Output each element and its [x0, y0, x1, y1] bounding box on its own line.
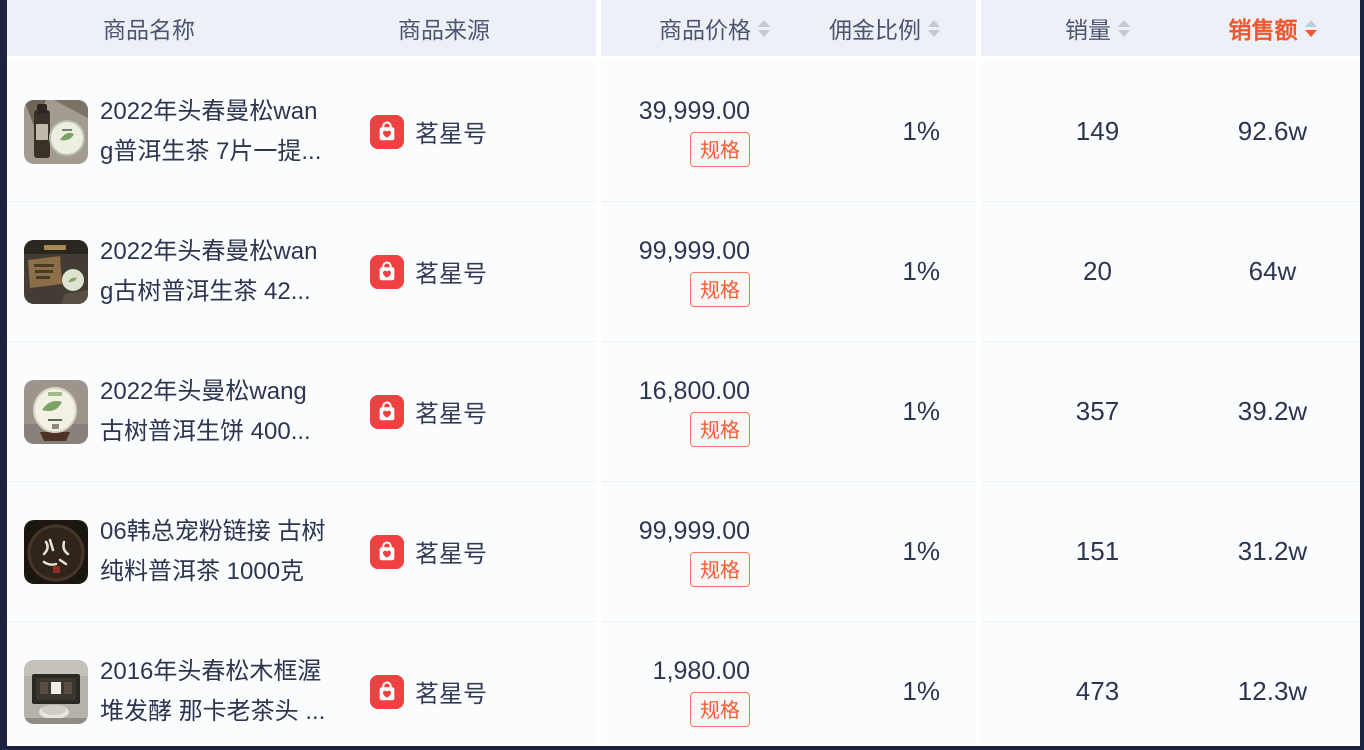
column-label: 佣金比例	[829, 17, 921, 43]
shop-bag-icon	[370, 254, 404, 289]
column-label: 销量	[1065, 17, 1111, 43]
product-source: 茗星号	[415, 121, 487, 148]
sales-volume: 20	[1083, 256, 1112, 286]
shop-bag-icon	[370, 674, 404, 709]
product-source: 茗星号	[415, 401, 487, 428]
shop-bag-icon	[370, 394, 404, 429]
product-name[interactable]: 2022年头春曼松wang古树普洱生茶 42...	[100, 237, 318, 305]
shop-bag-icon	[370, 114, 404, 149]
sales-amount: 31.2w	[1237, 536, 1308, 566]
product-source: 茗星号	[415, 261, 487, 288]
table-row[interactable]: 2022年头曼松wang 古树普洱生饼 400... 茗星号 16,800.00…	[7, 342, 1360, 482]
spec-tag[interactable]: 规格	[690, 131, 750, 167]
product-name[interactable]: 2016年头春松木框渥堆发酵 那卡老茶头 ...	[100, 657, 326, 725]
commission-rate: 1%	[902, 116, 940, 146]
sort-carets-icon[interactable]	[758, 19, 770, 37]
product-image	[24, 99, 88, 164]
spec-tag[interactable]: 规格	[690, 551, 750, 587]
product-image	[24, 239, 88, 304]
commission-rate: 1%	[902, 396, 940, 426]
column-header-product-price[interactable]: 商品价格	[596, 11, 770, 45]
column-header-product-name: 商品名称	[7, 11, 357, 45]
commission-rate: 1%	[902, 676, 940, 706]
column-header-sales-amount[interactable]: 销售额	[1205, 11, 1360, 45]
column-group-divider	[976, 0, 981, 746]
sort-carets-icon[interactable]	[1118, 19, 1130, 37]
column-header-product-source: 商品来源	[357, 11, 596, 45]
shop-bag-icon	[370, 534, 404, 569]
product-price: 39,999.00	[638, 96, 750, 125]
product-price: 99,999.00	[638, 516, 750, 545]
commission-rate: 1%	[902, 536, 940, 566]
table-row[interactable]: 2016年头春松木框渥堆发酵 那卡老茶头 ... 茗星号 1,980.00 规格…	[7, 622, 1360, 746]
product-image	[24, 659, 88, 724]
table-row[interactable]: 06韩总宠粉链接 古树纯料普洱茶 1000克 茗星号 99,999.00 规格 …	[7, 482, 1360, 622]
sales-amount: 92.6w	[1237, 116, 1308, 146]
product-name[interactable]: 06韩总宠粉链接 古树纯料普洱茶 1000克	[100, 517, 326, 585]
product-image	[24, 379, 88, 444]
table-row[interactable]: 2022年头春曼松wang普洱生茶 7片一提... 茗星号 39,999.00 …	[7, 62, 1360, 202]
spec-tag[interactable]: 规格	[690, 271, 750, 307]
table-row[interactable]: 2022年头春曼松wang古树普洱生茶 42... 茗星号 99,999.00 …	[7, 202, 1360, 342]
product-source: 茗星号	[415, 541, 487, 568]
sales-volume: 473	[1075, 676, 1120, 706]
column-label: 销售额	[1228, 17, 1298, 43]
product-name[interactable]: 2022年头春曼松wang普洱生茶 7片一提...	[100, 97, 322, 165]
column-label: 商品名称	[103, 17, 195, 43]
table-header: 商品名称 商品来源 商品价格 佣金比例 销量 销售额	[7, 0, 1360, 62]
column-label: 商品价格	[659, 17, 751, 43]
sales-volume: 357	[1075, 396, 1120, 426]
product-image	[24, 519, 88, 584]
column-group-divider	[596, 0, 601, 746]
sales-volume: 151	[1075, 536, 1120, 566]
product-name[interactable]: 2022年头曼松wang 古树普洱生饼 400...	[100, 377, 311, 445]
sales-amount: 12.3w	[1237, 676, 1308, 706]
product-source: 茗星号	[415, 681, 487, 708]
column-header-sales-volume[interactable]: 销量	[976, 11, 1205, 45]
column-header-commission-rate[interactable]: 佣金比例	[770, 11, 976, 45]
sales-volume: 149	[1075, 116, 1120, 146]
product-price: 16,800.00	[638, 376, 750, 405]
product-price: 1,980.00	[652, 656, 750, 685]
sort-carets-icon[interactable]	[928, 19, 940, 37]
spec-tag[interactable]: 规格	[690, 691, 750, 727]
sales-amount: 39.2w	[1237, 396, 1308, 426]
sales-amount: 64w	[1248, 256, 1297, 286]
column-label: 商品来源	[398, 17, 490, 43]
commission-rate: 1%	[902, 256, 940, 286]
product-table: 商品名称 商品来源 商品价格 佣金比例 销量 销售额 2022年头春曼松wang…	[7, 0, 1360, 746]
spec-tag[interactable]: 规格	[690, 411, 750, 447]
sort-carets-icon-active-desc[interactable]	[1304, 19, 1317, 37]
product-price: 99,999.00	[638, 236, 750, 265]
